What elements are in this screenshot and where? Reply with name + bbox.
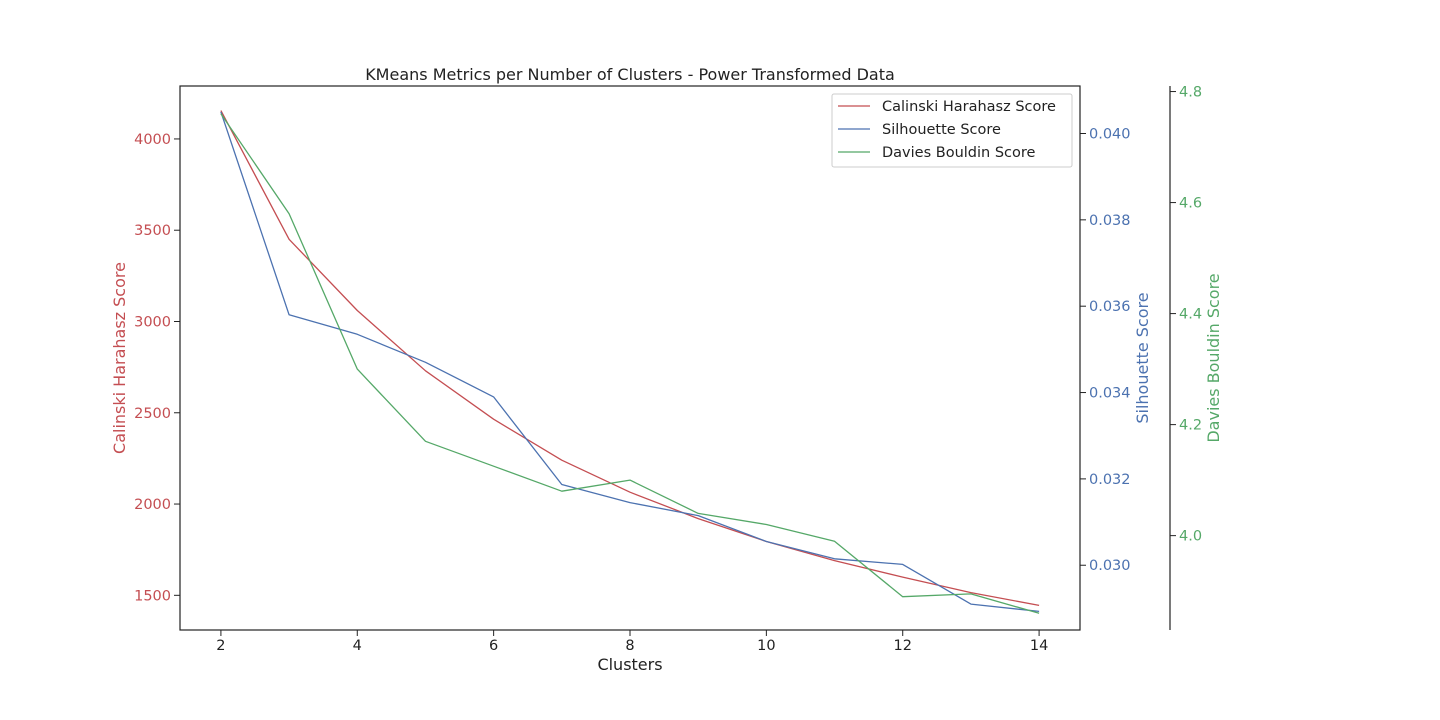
series-line-right2 [220, 113, 1040, 614]
legend-label-davies: Davies Bouldin Score [882, 145, 1036, 161]
right2-tick-label: 4.6 [1179, 196, 1202, 212]
chart-title: KMeans Metrics per Number of Clusters - … [365, 65, 895, 84]
x-tick-label: 6 [489, 638, 498, 654]
x-tick-label: 4 [353, 638, 362, 654]
right1-tick-label: 0.036 [1089, 299, 1131, 315]
plot-area-frame [179, 85, 1081, 631]
right1-axis-ticks: 0.030 0.032 0.034 0.036 0.038 0.040 [1080, 126, 1131, 574]
series-line-left [220, 110, 1040, 607]
left-tick-label: 2000 [134, 497, 171, 513]
right1-tick-label: 0.030 [1089, 558, 1131, 574]
x-tick-label: 14 [1030, 638, 1048, 654]
legend-label-calinski: Calinski Harahasz Score [882, 99, 1056, 115]
legend-label-silhouette: Silhouette Score [882, 122, 1001, 138]
right1-tick-label: 0.040 [1089, 126, 1131, 142]
plot-lines [220, 110, 1040, 614]
right1-tick-label: 0.032 [1089, 472, 1131, 488]
left-tick-label: 1500 [134, 588, 171, 604]
x-tick-label: 10 [757, 638, 775, 654]
right2-axis-ticks: 4.0 4.2 4.4 4.6 4.8 [1170, 85, 1202, 545]
right2-tick-label: 4.8 [1179, 85, 1202, 101]
x-axis-label: Clusters [597, 655, 662, 674]
left-axis-ticks: 1500 2000 2500 3000 3500 4000 [134, 132, 180, 604]
right2-tick-label: 4.0 [1179, 529, 1202, 545]
x-axis-ticks: 2 4 6 8 10 12 14 [216, 630, 1048, 654]
left-tick-label: 2500 [134, 406, 171, 422]
right2-tick-label: 4.4 [1179, 307, 1202, 323]
right1-tick-label: 0.034 [1089, 386, 1131, 402]
right1-tick-label: 0.038 [1089, 213, 1131, 229]
series-line-right1 [220, 111, 1040, 613]
x-tick-label: 12 [894, 638, 912, 654]
left-tick-label: 3000 [134, 314, 171, 330]
right1-axis-label: Silhouette Score [1133, 292, 1152, 423]
left-axis-label: Calinski Harahasz Score [110, 262, 129, 454]
left-tick-label: 3500 [134, 223, 171, 239]
x-tick-label: 2 [216, 638, 225, 654]
left-tick-label: 4000 [134, 132, 171, 148]
legend-frame [831, 93, 1073, 168]
x-tick-label: 8 [625, 638, 634, 654]
right2-axis-label: Davies Bouldin Score [1204, 273, 1223, 442]
legend: Calinski Harahasz Score Silhouette Score… [831, 93, 1073, 168]
right2-tick-label: 4.2 [1179, 418, 1202, 434]
